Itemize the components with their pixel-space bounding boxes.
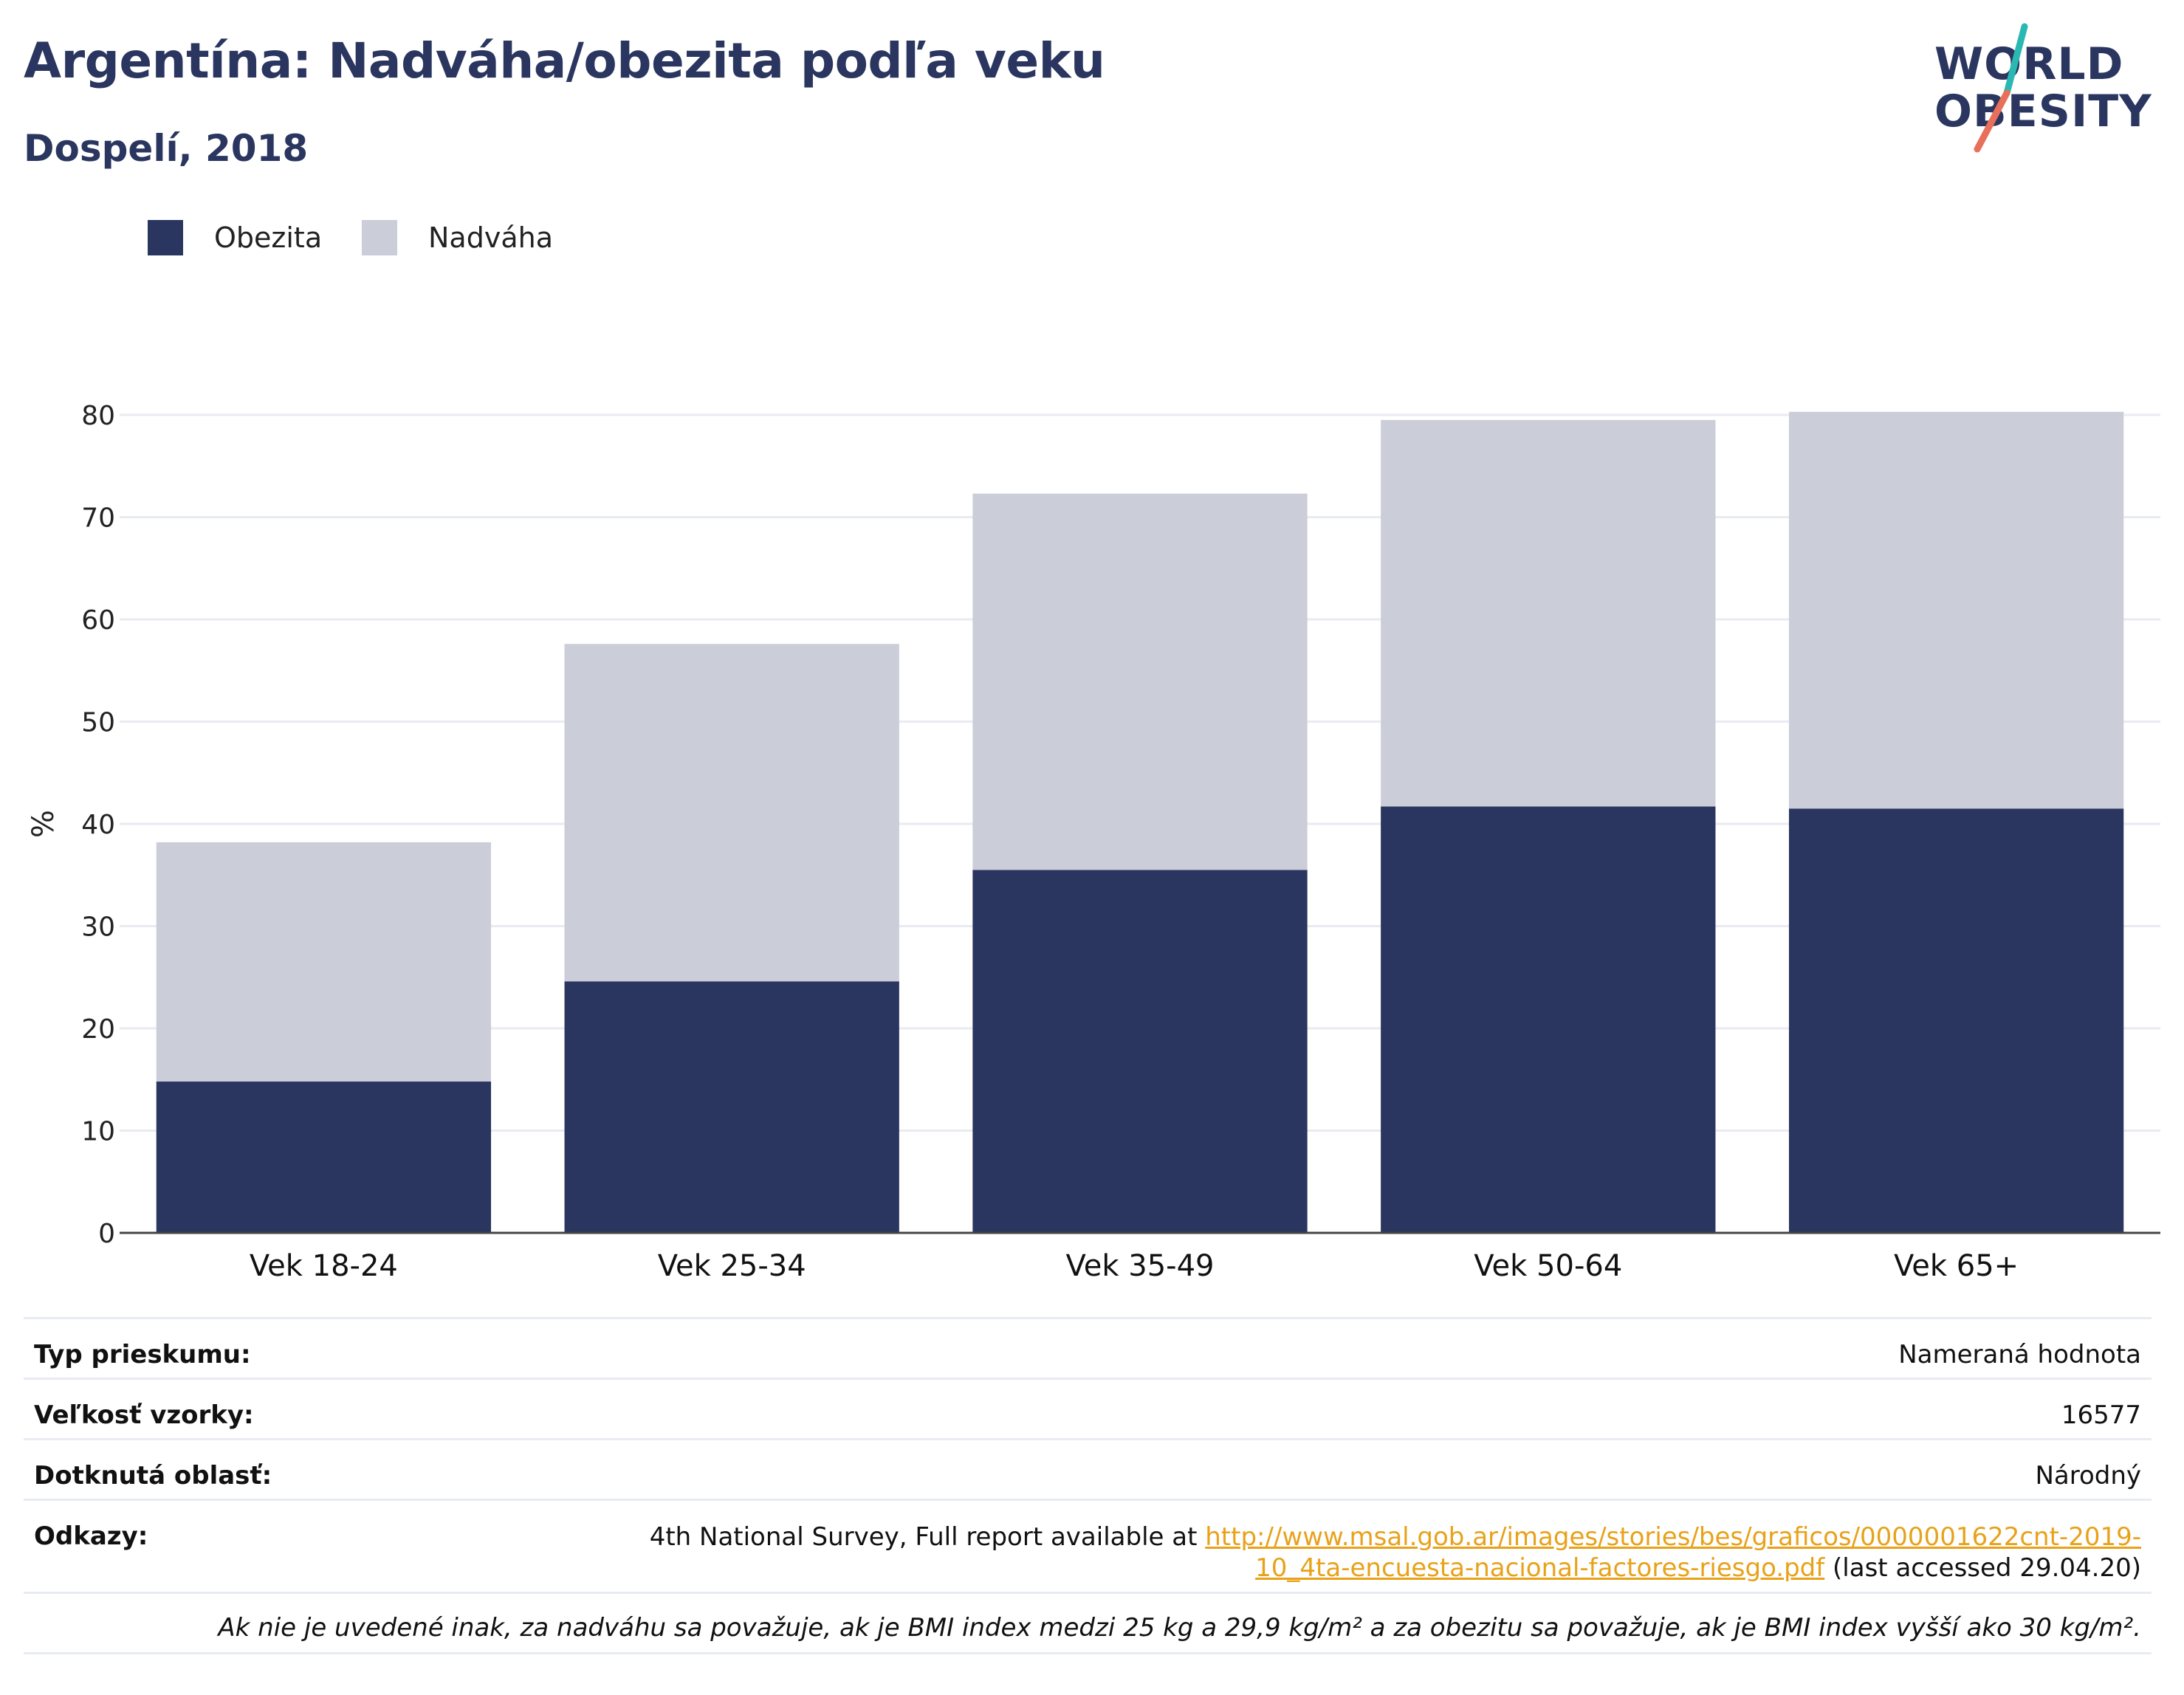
references-label: Odkazy: [34, 1522, 148, 1551]
bar-obesity [972, 870, 1308, 1233]
bar-overweight [156, 842, 492, 1082]
x-tick-label: Vek 50-64 [1474, 1249, 1622, 1283]
bar-overweight [972, 493, 1308, 870]
legend-swatch-obesity [148, 220, 183, 255]
references-value: 4th National Survey, Full report availab… [591, 1522, 2141, 1584]
legend-label-obesity: Obezita [214, 221, 323, 254]
bar-overweight [1788, 411, 2124, 809]
chart-subtitle: Dospelí, 2018 [24, 127, 309, 170]
x-tick-label: Vek 35-49 [1066, 1249, 1215, 1283]
y-tick-label: 10 [81, 1117, 115, 1147]
x-tick-label: Vek 18-24 [250, 1249, 398, 1283]
y-tick-label: 60 [81, 605, 115, 636]
references-text-after: (last accessed 29.04.20) [1824, 1553, 2141, 1583]
survey-type-value: Nameraná hodnota [1898, 1340, 2141, 1369]
y-tick-label: 0 [98, 1219, 115, 1249]
legend-label-overweight: Nadváha [428, 221, 553, 254]
x-tick-label: Vek 65+ [1894, 1249, 2019, 1283]
y-tick-label: 50 [81, 708, 115, 738]
logo-line-1: WORLD [1934, 38, 2124, 90]
area-value: Národný [2035, 1461, 2141, 1491]
y-tick-label: 40 [81, 810, 115, 840]
bar-overweight [564, 644, 899, 982]
stacked-bar-chart: 0 10 20 30 40 50 60 70 80% Vek 18-24 Vek 25-34 Vek … [27, 401, 2160, 1283]
info-row-sample-size: Veľkosť vzorky: 16577 [24, 1378, 2152, 1439]
x-tick-label: Vek 25-34 [658, 1249, 806, 1283]
bar-overweight [1381, 419, 1716, 807]
y-axis-label: % [27, 810, 61, 838]
sample-size-value: 16577 [2061, 1400, 2141, 1430]
y-tick-label: 30 [81, 912, 115, 943]
area-label: Dotknutá oblasť: [34, 1461, 272, 1491]
survey-type-label: Typ prieskumu: [34, 1340, 251, 1369]
info-row-area: Dotknutá oblasť: Národný [24, 1438, 2152, 1499]
logo-slash-icon [1974, 23, 2028, 153]
definition-footnote: Ak nie je uvedené inak, za nadváhu sa po… [218, 1613, 2141, 1643]
world-obesity-logo: WORLD OBESITY [1920, 22, 2171, 155]
info-row-references: Odkazy: 4th National Survey, Full report… [24, 1499, 2152, 1592]
bar-obesity [156, 1082, 492, 1233]
logo-line-2: OBESITY [1934, 86, 2152, 137]
table-bottom-rule [24, 1652, 2152, 1654]
bar-obesity [1381, 806, 1716, 1233]
bar-obesity [1788, 808, 2124, 1233]
bar-obesity [564, 981, 899, 1233]
sample-size-label: Veľkosť vzorky: [34, 1400, 254, 1430]
references-link[interactable]: http://www.msal.gob.ar/images/stories/be… [1205, 1522, 2141, 1583]
references-text-before: 4th National Survey, Full report availab… [649, 1522, 1206, 1552]
info-row-footnote: Ak nie je uvedené inak, za nadváhu sa po… [24, 1592, 2152, 1653]
chart-title: Argentína: Nadváha/obezita podľa veku [24, 32, 1105, 89]
legend-swatch-overweight [362, 220, 397, 255]
y-tick-label: 70 [81, 503, 115, 534]
y-tick-label: 20 [81, 1014, 115, 1045]
info-row-survey-type: Typ prieskumu: Nameraná hodnota [24, 1317, 2152, 1378]
y-tick-label: 80 [81, 401, 115, 431]
